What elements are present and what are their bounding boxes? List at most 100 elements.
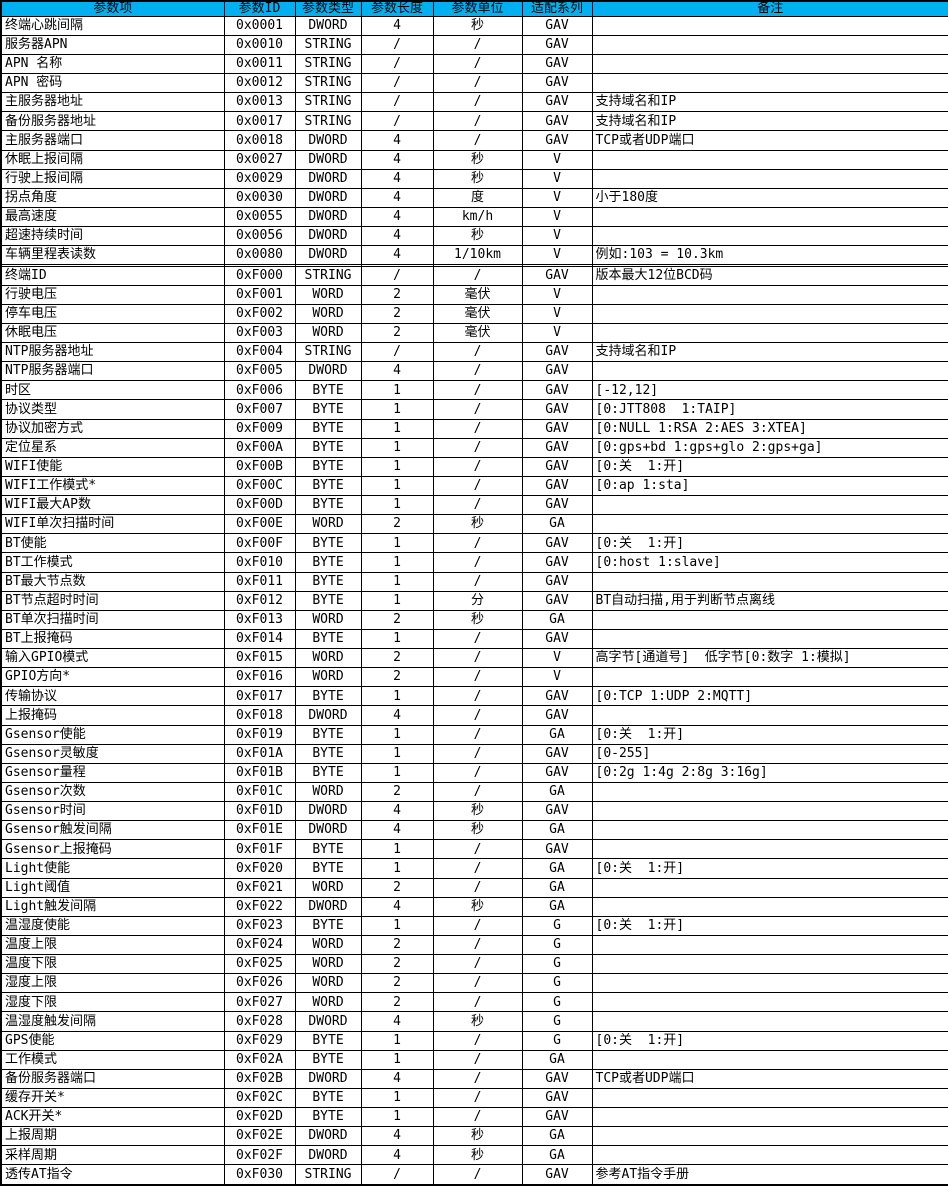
- cell-param-name[interactable]: Gsensor使能: [0, 724, 225, 745]
- cell-param-length[interactable]: /: [360, 265, 434, 286]
- cell-remark[interactable]: [591, 303, 948, 324]
- cell-remark[interactable]: [591, 820, 948, 841]
- cell-series[interactable]: GA: [521, 609, 593, 630]
- cell-param-type[interactable]: DWORD: [294, 130, 362, 151]
- cell-param-name[interactable]: WIFI使能: [0, 456, 225, 477]
- cell-param-name[interactable]: 时区: [0, 380, 225, 401]
- cell-param-id[interactable]: 0x0030: [223, 187, 296, 208]
- cell-param-id[interactable]: 0xF02D: [223, 1107, 296, 1128]
- cell-series[interactable]: V: [521, 168, 593, 189]
- cell-param-type[interactable]: DWORD: [294, 820, 362, 841]
- cell-param-type[interactable]: DWORD: [294, 705, 362, 726]
- cell-series[interactable]: G: [521, 934, 593, 956]
- cell-remark[interactable]: [591, 877, 948, 898]
- cell-series[interactable]: GAV: [521, 456, 593, 477]
- cell-param-type[interactable]: DWORD: [294, 801, 362, 822]
- cell-series[interactable]: G: [521, 954, 593, 975]
- cell-series[interactable]: GAV: [521, 15, 593, 36]
- cell-param-id[interactable]: 0xF000: [223, 265, 296, 286]
- cell-param-length[interactable]: 1: [360, 724, 434, 745]
- cell-series[interactable]: GA: [521, 781, 593, 803]
- cell-param-id[interactable]: 0xF02F: [223, 1145, 296, 1166]
- cell-remark[interactable]: [591, 149, 948, 170]
- cell-param-id[interactable]: 0xF030: [223, 1164, 296, 1186]
- cell-series[interactable]: GAV: [521, 34, 593, 55]
- cell-remark[interactable]: [0:host 1:slave]: [591, 552, 948, 573]
- cell-param-id[interactable]: 0x0080: [223, 245, 296, 266]
- cell-param-length[interactable]: 4: [360, 130, 434, 151]
- cell-param-length[interactable]: 2: [360, 303, 434, 324]
- cell-param-id[interactable]: 0xF011: [223, 571, 296, 592]
- cell-remark[interactable]: [591, 839, 948, 860]
- cell-series[interactable]: GAV: [521, 762, 593, 783]
- cell-series[interactable]: GAV: [521, 380, 593, 401]
- cell-series[interactable]: G: [521, 915, 593, 936]
- cell-param-id[interactable]: 0xF027: [223, 992, 296, 1013]
- cell-param-length[interactable]: 1: [360, 571, 434, 592]
- cell-param-id[interactable]: 0x0012: [223, 73, 296, 94]
- cell-param-type[interactable]: DWORD: [294, 896, 362, 917]
- cell-param-name[interactable]: Gsensor触发间隔: [0, 820, 225, 841]
- cell-remark[interactable]: [0:2g 1:4g 2:8g 3:16g]: [591, 762, 948, 783]
- cell-series[interactable]: V: [521, 206, 593, 228]
- cell-param-length[interactable]: 1: [360, 533, 434, 554]
- cell-remark[interactable]: 支持域名和IP: [591, 111, 948, 132]
- cell-remark[interactable]: 小于180度: [591, 187, 948, 208]
- cell-param-length[interactable]: /: [360, 53, 434, 75]
- cell-remark[interactable]: [591, 801, 948, 822]
- cell-series[interactable]: GA: [521, 896, 593, 917]
- cell-param-length[interactable]: 2: [360, 954, 434, 975]
- cell-series[interactable]: GA: [521, 1126, 593, 1147]
- cell-series[interactable]: V: [521, 245, 593, 266]
- cell-series[interactable]: GAV: [521, 92, 593, 113]
- cell-param-type[interactable]: WORD: [294, 992, 362, 1013]
- cell-param-id[interactable]: 0xF00D: [223, 495, 296, 516]
- cell-param-unit[interactable]: 秒: [432, 1145, 523, 1166]
- cell-param-length[interactable]: 4: [360, 896, 434, 917]
- cell-param-name[interactable]: 超速持续时间: [0, 226, 225, 247]
- column-header-series[interactable]: 适配系列: [521, 0, 593, 17]
- cell-param-length[interactable]: 1: [360, 1030, 434, 1051]
- cell-param-length[interactable]: 2: [360, 781, 434, 803]
- cell-param-name[interactable]: 上报掩码: [0, 705, 225, 726]
- cell-param-unit[interactable]: /: [432, 456, 523, 477]
- cell-param-type[interactable]: WORD: [294, 322, 362, 344]
- cell-param-type[interactable]: WORD: [294, 609, 362, 630]
- cell-param-name[interactable]: 终端ID: [0, 265, 225, 286]
- cell-param-length[interactable]: 4: [360, 226, 434, 247]
- cell-param-name[interactable]: 休眠上报间隔: [0, 149, 225, 170]
- cell-param-length[interactable]: 2: [360, 973, 434, 994]
- cell-param-unit[interactable]: /: [432, 111, 523, 132]
- cell-param-unit[interactable]: /: [432, 53, 523, 75]
- cell-param-type[interactable]: WORD: [294, 973, 362, 994]
- cell-remark[interactable]: BT自动扫描,用于判断节点离线: [591, 590, 948, 611]
- cell-param-type[interactable]: DWORD: [294, 187, 362, 208]
- cell-param-length[interactable]: 2: [360, 514, 434, 535]
- cell-param-unit[interactable]: /: [432, 342, 523, 363]
- cell-remark[interactable]: [591, 322, 948, 344]
- cell-param-unit[interactable]: /: [432, 992, 523, 1013]
- cell-param-name[interactable]: 停车电压: [0, 303, 225, 324]
- cell-param-name[interactable]: 湿度下限: [0, 992, 225, 1013]
- cell-series[interactable]: GAV: [521, 73, 593, 94]
- cell-param-name[interactable]: WIFI最大AP数: [0, 495, 225, 516]
- cell-param-length[interactable]: 4: [360, 149, 434, 170]
- cell-param-id[interactable]: 0xF00E: [223, 514, 296, 535]
- cell-param-type[interactable]: BYTE: [294, 571, 362, 592]
- cell-param-type[interactable]: DWORD: [294, 1126, 362, 1147]
- cell-param-length[interactable]: 1: [360, 552, 434, 573]
- cell-remark[interactable]: [591, 1087, 948, 1109]
- cell-series[interactable]: GAV: [521, 571, 593, 592]
- cell-param-unit[interactable]: /: [432, 399, 523, 420]
- cell-series[interactable]: G: [521, 1011, 593, 1032]
- cell-param-unit[interactable]: /: [432, 839, 523, 860]
- cell-param-type[interactable]: DWORD: [294, 168, 362, 189]
- cell-remark[interactable]: TCP或者UDP端口: [591, 130, 948, 151]
- cell-param-type[interactable]: WORD: [294, 514, 362, 535]
- cell-remark[interactable]: 例如:103 = 10.3km: [591, 245, 948, 266]
- cell-param-length[interactable]: 1: [360, 437, 434, 458]
- cell-param-unit[interactable]: 秒: [432, 820, 523, 841]
- cell-param-length[interactable]: 4: [360, 1011, 434, 1032]
- cell-param-unit[interactable]: 秒: [432, 149, 523, 170]
- cell-param-length[interactable]: /: [360, 73, 434, 94]
